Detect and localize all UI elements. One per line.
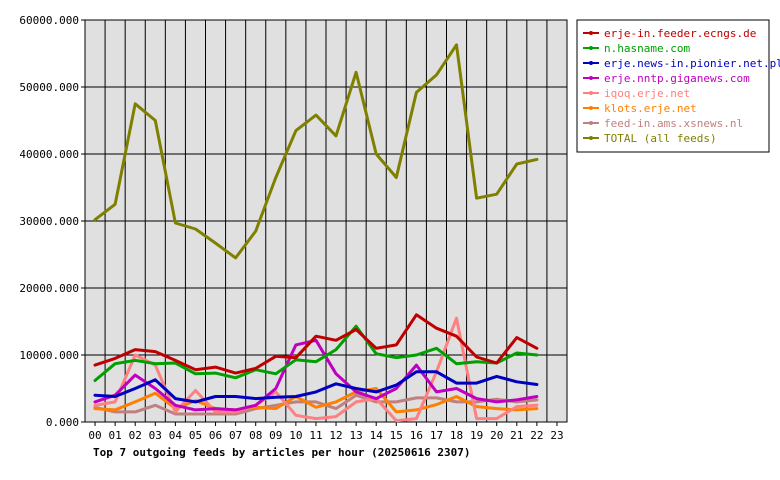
y-tick-label: 30000.000 <box>19 215 79 228</box>
series-line <box>93 393 539 416</box>
y-tick-label: 10000.000 <box>19 349 79 362</box>
legend-marker <box>589 46 593 50</box>
series-line <box>93 387 539 414</box>
x-tick-label: 12 <box>329 429 342 442</box>
x-tick-label: 09 <box>269 429 282 442</box>
series-line <box>93 313 539 375</box>
x-tick-label: 20 <box>490 429 503 442</box>
legend: erje-in.feeder.ecngs.de n.hasname.com erje… <box>576 19 780 153</box>
x-tick-label: 16 <box>410 429 423 442</box>
y-tick-label: 60000.000 <box>19 14 79 27</box>
x-tick-label: 22 <box>530 429 543 442</box>
x-tick-label: 00 <box>88 429 101 442</box>
x-tick-label: 18 <box>450 429 463 442</box>
legend-marker <box>589 106 593 110</box>
y-tick-label: 20000.000 <box>19 282 79 295</box>
legend-items: erje-in.feeder.ecngs.de n.hasname.com erje… <box>583 27 780 145</box>
legend-label: erje.news-in.pionier.net.pl <box>604 57 780 70</box>
x-tick-label: 01 <box>109 429 122 442</box>
series-line <box>93 324 539 382</box>
series-line <box>93 43 539 260</box>
legend-label: erje-in.feeder.ecngs.de <box>604 27 756 40</box>
legend-label: erje.nntp.giganews.com <box>604 72 750 85</box>
x-tick-label: 10 <box>289 429 302 442</box>
legend-box <box>576 19 770 153</box>
series-line <box>93 370 539 404</box>
y-tick-label: 0.000 <box>46 416 79 429</box>
x-tick-label: 11 <box>309 429 322 442</box>
x-tick-label: 23 <box>550 429 563 442</box>
y-tick-label: 50000.000 <box>19 81 79 94</box>
series-line <box>93 338 539 412</box>
chart-caption: Top 7 outgoing feeds by articles per hou… <box>93 446 471 459</box>
x-tick-label: 05 <box>189 429 202 442</box>
legend-label: klots.erje.net <box>604 102 697 115</box>
legend-label: iqoq.erje.net <box>604 87 690 100</box>
x-axis-tick-labels: 00 01 02 03 04 05 06 07 08 09 10 11 12 13 14 15 16 17 18 19… <box>88 422 564 442</box>
x-tick-label: 08 <box>249 429 262 442</box>
legend-marker <box>589 91 593 95</box>
x-tick-label: 02 <box>129 429 142 442</box>
x-tick-label: 17 <box>430 429 443 442</box>
y-tick-label: 40000.000 <box>19 148 79 161</box>
legend-marker <box>589 31 593 35</box>
legend-marker <box>589 136 593 140</box>
x-tick-label: 14 <box>370 429 384 442</box>
x-tick-label: 13 <box>350 429 363 442</box>
x-tick-label: 03 <box>149 429 162 442</box>
legend-marker <box>589 121 593 125</box>
x-tick-label: 21 <box>510 429 523 442</box>
x-tick-label: 15 <box>390 429 403 442</box>
legend-label: TOTAL (all feeds) <box>604 132 717 145</box>
series-lines <box>93 43 539 423</box>
y-axis-tick-labels: 0.000 10000.000 20000.000 30000.000 40000.00… <box>19 14 85 429</box>
legend-label: feed-in.ams.xsnews.nl <box>604 117 743 130</box>
x-tick-label: 07 <box>229 429 242 442</box>
legend-marker <box>589 61 593 65</box>
legend-marker <box>589 76 593 80</box>
legend-label: n.hasname.com <box>604 42 690 55</box>
x-tick-label: 06 <box>209 429 222 442</box>
series-line <box>93 316 539 423</box>
x-tick-label: 04 <box>169 429 183 442</box>
x-tick-label: 19 <box>470 429 483 442</box>
